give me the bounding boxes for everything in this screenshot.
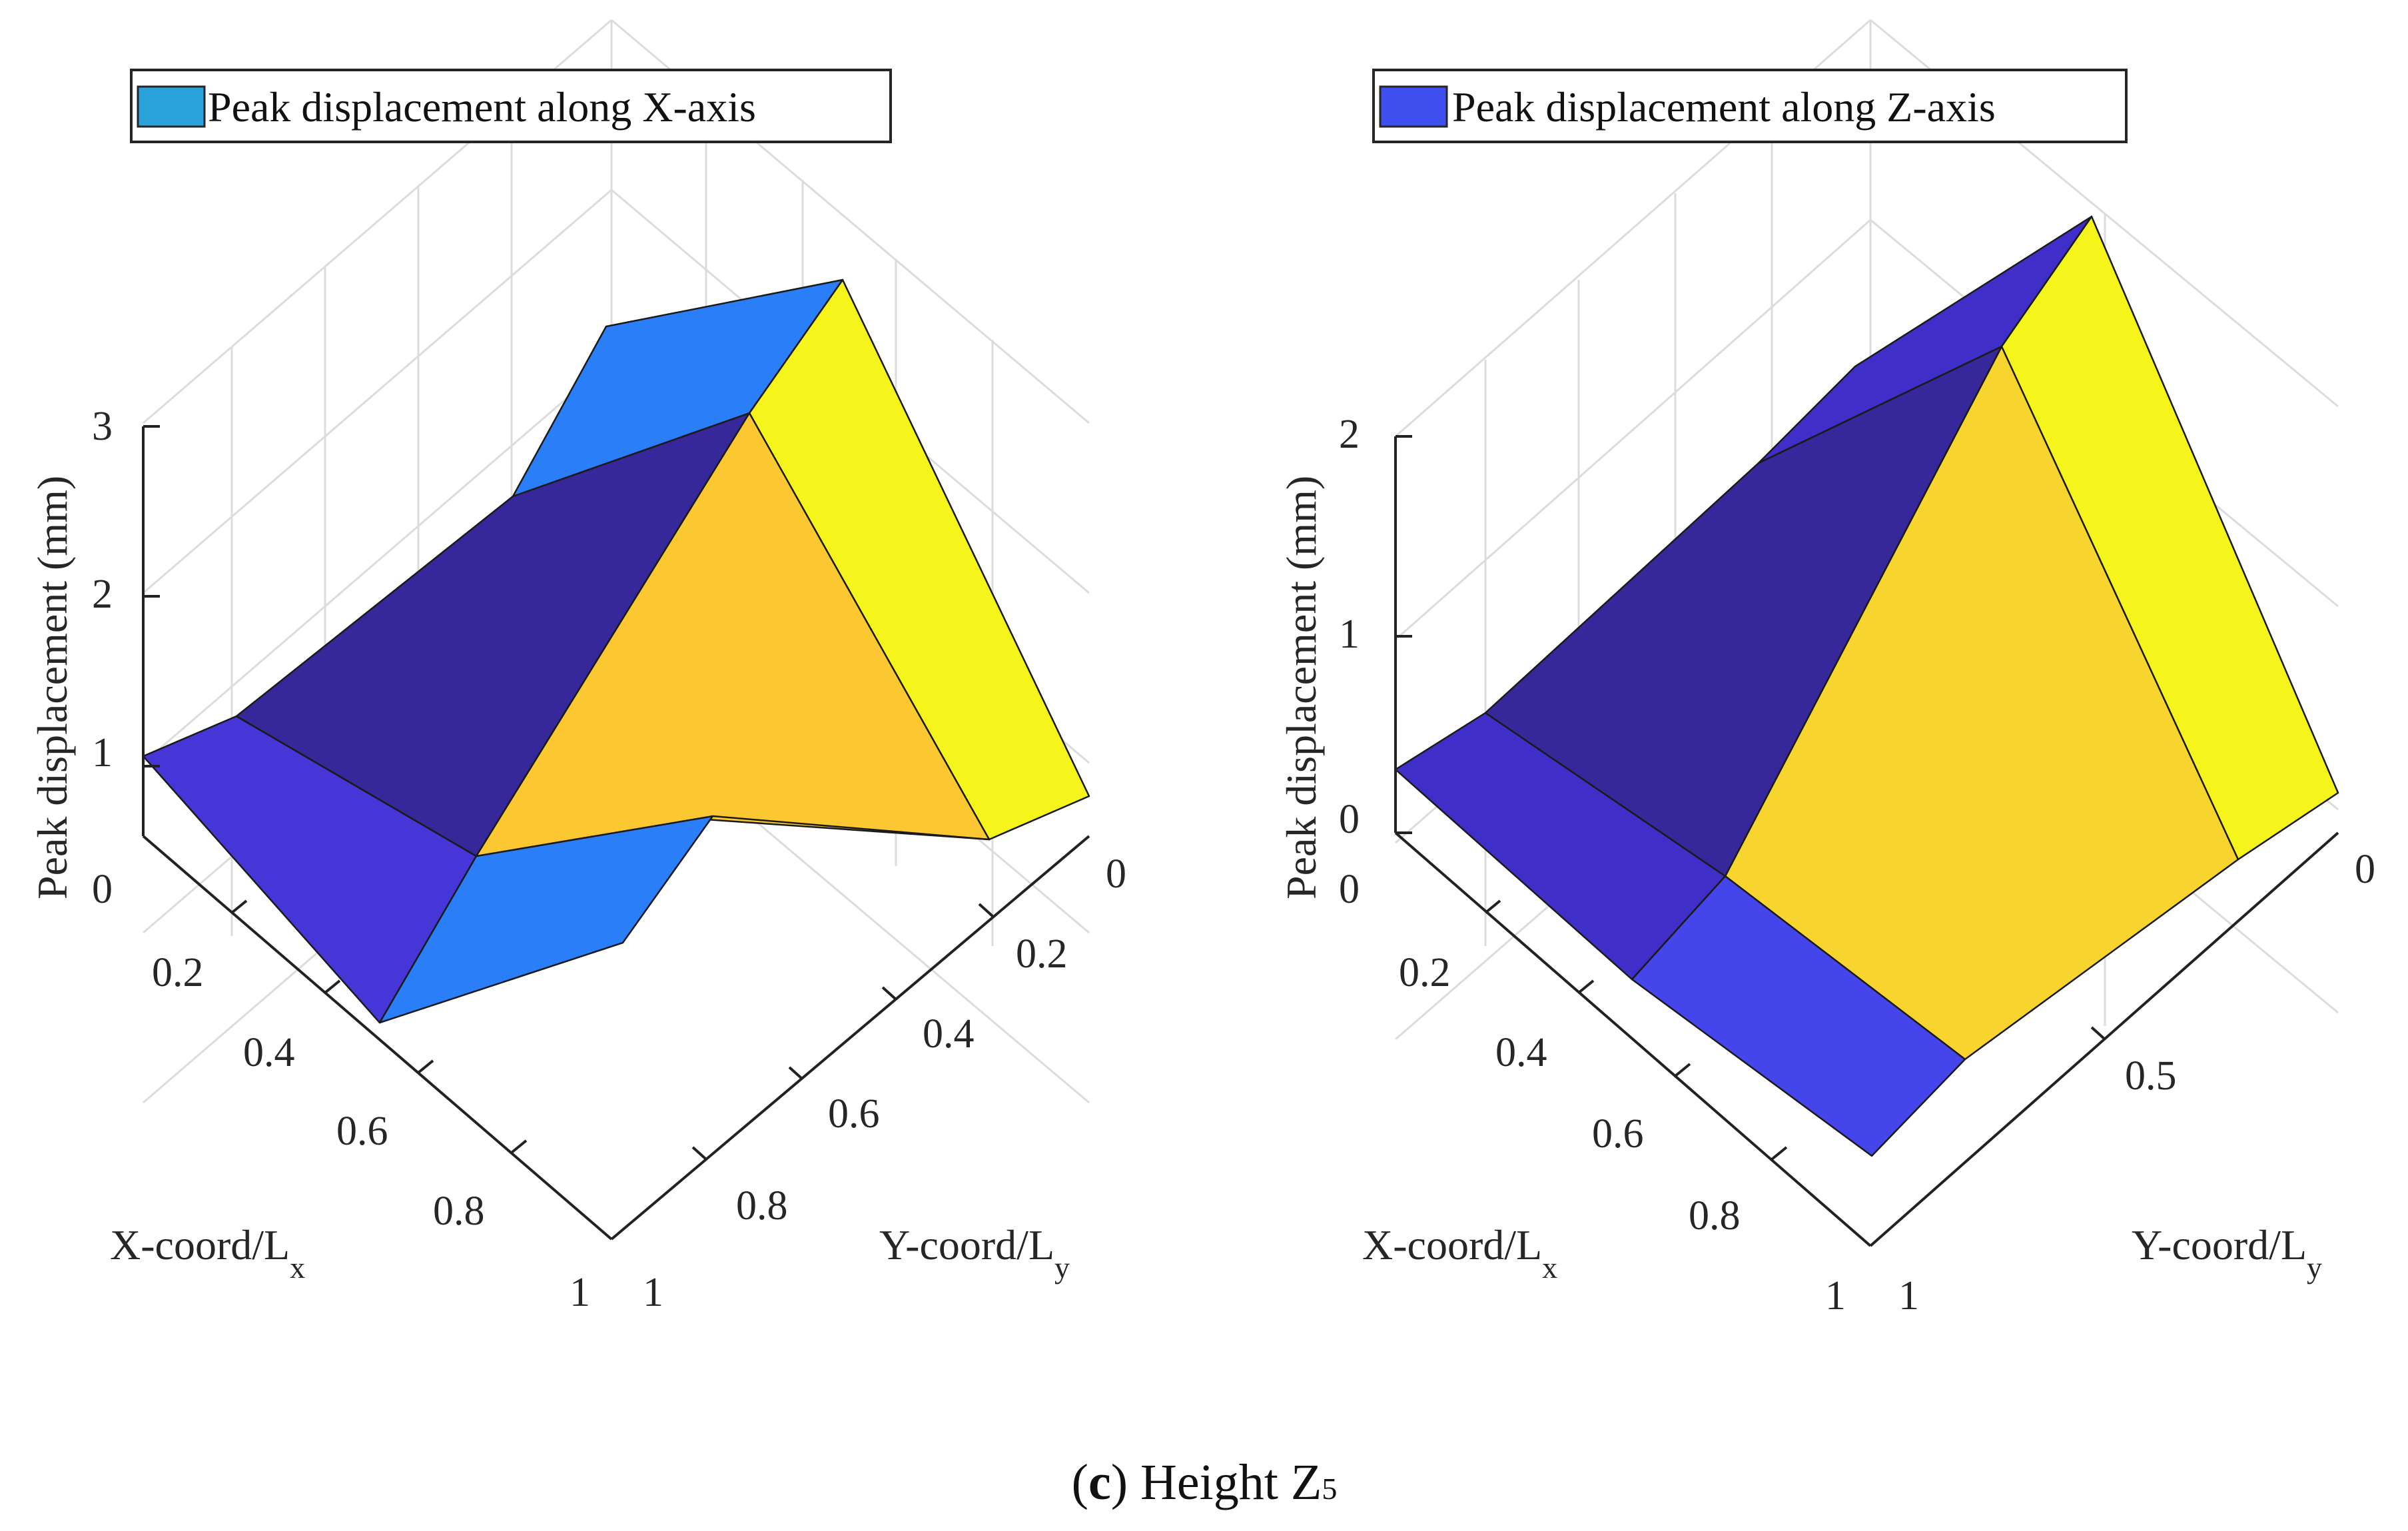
- y-tick-label: 1: [1898, 1273, 1919, 1318]
- chart-z-axis-displacement: 0 1 2 0 0.2 0.4 0.6 0.8 1 0 0.5 1 Peak d…: [1278, 19, 2375, 1318]
- legend-swatch: [137, 85, 206, 128]
- x-tick-label: 0.8: [433, 1189, 485, 1234]
- z-tick-label: 0: [92, 867, 113, 912]
- y-tick-labels: 0 0.2 0.4 0.6 0.8 1: [643, 851, 1126, 1315]
- chart-x-axis-displacement: 0 1 2 3 0.2 0.4 0.6 0.8 1 0 0.2 0.4 0.6 …: [29, 19, 1126, 1315]
- x-tick-label: 0: [1339, 867, 1360, 912]
- y-axis-label: Y-coord/Ly: [879, 1221, 1070, 1284]
- x-tick-labels: 0 0.2 0.4 0.6 0.8 1: [1339, 867, 1846, 1318]
- x-tick-label: 0.2: [152, 950, 204, 995]
- x-tick-label: 0.8: [1689, 1193, 1741, 1239]
- y-tick-label: 0.4: [923, 1011, 975, 1057]
- y-tick-label: 1: [643, 1270, 663, 1315]
- x-tick-label: 0.6: [1592, 1111, 1644, 1157]
- y-tick-label: 0.6: [828, 1091, 880, 1137]
- z-tick-label: 2: [92, 572, 113, 617]
- z-tick-label: 1: [1339, 612, 1360, 657]
- x-tick-label: 0.4: [243, 1030, 295, 1075]
- z-tick-label: 3: [92, 404, 113, 449]
- legend: Peak displacement along X-axis: [130, 69, 892, 143]
- z-tick-label: 1: [92, 730, 113, 775]
- legend: Peak displacement along Z-axis: [1372, 69, 2128, 143]
- x-tick-label: 0.2: [1399, 950, 1451, 995]
- z-tick-label: 2: [1339, 412, 1360, 457]
- x-axis-label: X-coord/Lx: [1362, 1221, 1557, 1284]
- surface-facet: [1631, 875, 1966, 1157]
- axes: [1394, 435, 2339, 1247]
- x-tick-label: 0.4: [1495, 1030, 1547, 1075]
- figure-caption: (c) Height Z5: [1072, 1454, 1338, 1510]
- z-tick-labels: 0 1 2: [1339, 412, 1360, 842]
- axes: [142, 425, 1090, 1241]
- y-tick-label: 0.8: [736, 1183, 788, 1229]
- x-tick-label: 1: [1825, 1273, 1846, 1318]
- surface-facet: [475, 412, 991, 857]
- z-axis-label: Peak displacement (mm): [1278, 476, 1325, 899]
- x-tick-labels: 0.2 0.4 0.6 0.8 1: [152, 950, 590, 1315]
- surface: [1394, 215, 2339, 1157]
- x-tick-label: 0.6: [336, 1109, 388, 1154]
- z-tick-label: 0: [1339, 797, 1360, 842]
- legend-swatch: [1379, 85, 1448, 128]
- x-tick-label: 1: [570, 1270, 590, 1315]
- y-tick-label: 0.5: [2125, 1053, 2177, 1099]
- x-axis-label: X-coord/Lx: [110, 1221, 305, 1284]
- z-axis-label: Peak displacement (mm): [29, 476, 76, 899]
- legend-label: Peak displacement along X-axis: [208, 83, 756, 131]
- y-tick-label: 0: [2355, 847, 2375, 892]
- surface-facet: [2000, 215, 2339, 861]
- y-tick-label: 0.2: [1016, 931, 1068, 977]
- y-tick-label: 0: [1106, 851, 1126, 897]
- surface: [142, 278, 1090, 1024]
- y-axis-label: Y-coord/Ly: [2132, 1221, 2322, 1284]
- legend-label: Peak displacement along Z-axis: [1452, 83, 1996, 131]
- y-tick-labels: 0 0.5 1: [1898, 847, 2375, 1318]
- z-tick-labels: 0 1 2 3: [92, 404, 113, 912]
